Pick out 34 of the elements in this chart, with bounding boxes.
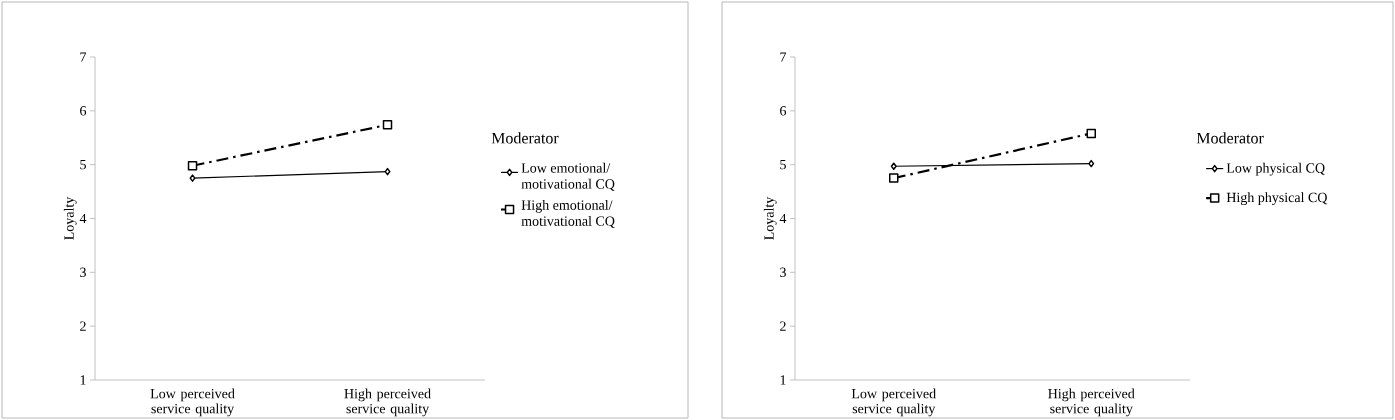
legend-title: Moderator <box>491 132 559 144</box>
legend-label: Low physical CQ <box>1226 162 1325 176</box>
point <box>889 173 899 183</box>
y-tick-label: 7 <box>780 52 787 62</box>
y-tick-label: 3 <box>780 267 786 278</box>
y-tick-label: 3 <box>80 267 86 278</box>
y-tick-label: 5 <box>780 160 786 170</box>
point <box>189 174 196 182</box>
y-axis-title: Loyalty <box>763 196 777 240</box>
y-tick-label: 7 <box>80 52 87 62</box>
y-tick-label: 6 <box>780 106 787 116</box>
y-tick-label: 4 <box>79 213 87 224</box>
x-tick-label: Low perceived service quality <box>851 388 936 417</box>
legend-title: Moderator <box>1196 132 1264 144</box>
y-tick-label: 1 <box>780 375 786 385</box>
point <box>890 162 897 171</box>
y-tick-label: 6 <box>80 106 87 116</box>
point <box>1086 128 1096 139</box>
y-tick-label: 5 <box>80 160 86 170</box>
legend-label: High physical CQ <box>1226 192 1328 206</box>
x-tick-label: High perceived service quality <box>344 388 431 417</box>
y-tick-label: 4 <box>779 213 787 224</box>
y-tick-label: 2 <box>80 321 86 331</box>
y-tick-label: 2 <box>780 321 786 331</box>
point <box>384 167 391 176</box>
point <box>187 160 198 171</box>
point <box>1088 159 1095 168</box>
y-axis-title: Loyalty <box>63 196 77 240</box>
legend-label: Low emotional/ motivational CQ <box>521 162 615 191</box>
x-tick-label: High perceived service quality <box>1048 388 1135 417</box>
legend-label: High emotional/ motivational CQ <box>521 199 615 228</box>
point <box>382 120 393 130</box>
x-tick-label: Low perceived service quality <box>150 388 235 417</box>
y-tick-label: 1 <box>80 375 86 385</box>
